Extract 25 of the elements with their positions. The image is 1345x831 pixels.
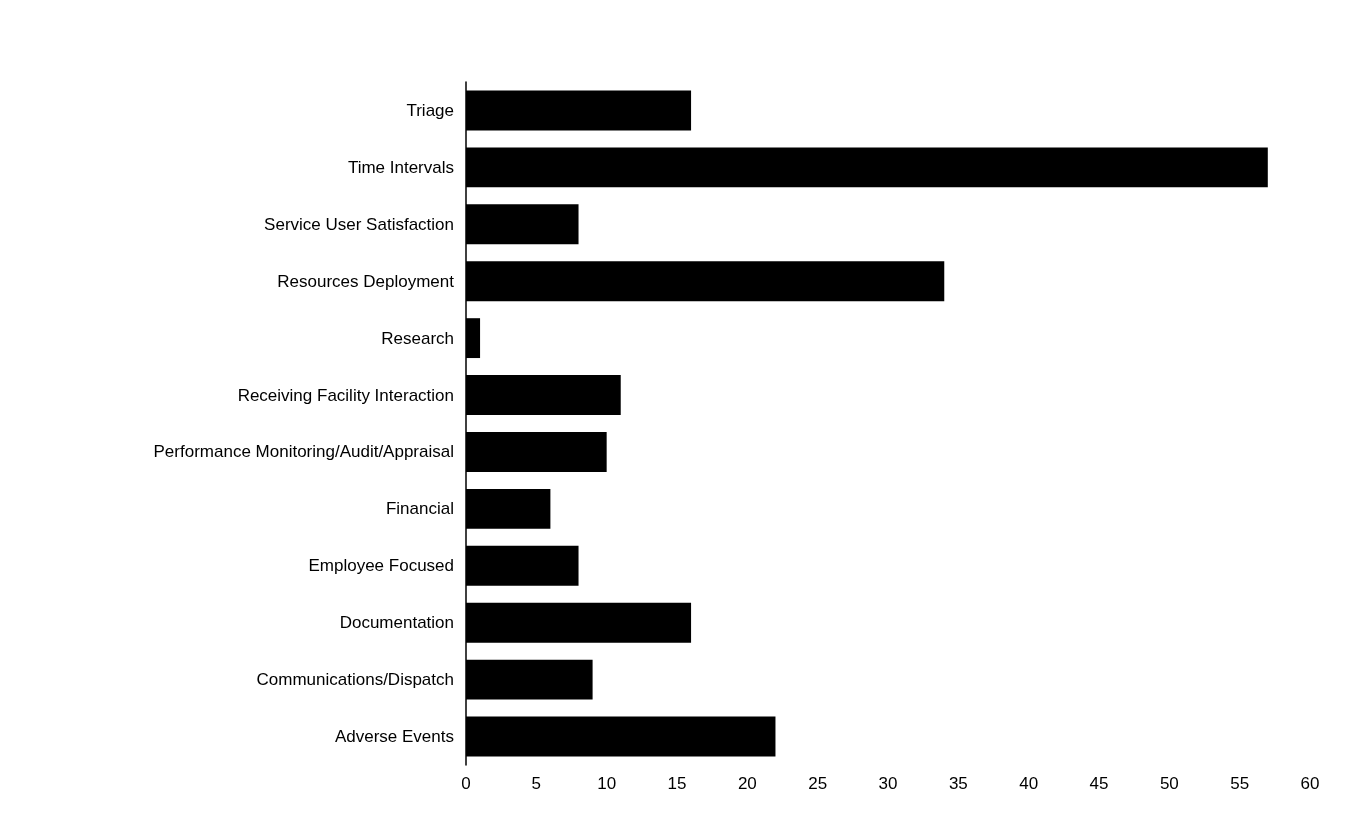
y-tick-label: Communications/Dispatch: [256, 670, 454, 690]
y-tick-label: Receiving Facility Interaction: [237, 385, 454, 405]
x-tick-label: 5: [531, 774, 542, 793]
y-tick-label: Employee Focused: [308, 556, 454, 576]
x-tick-label: 40: [1019, 774, 1039, 793]
y-tick-label: Financial: [385, 499, 454, 519]
y-tick-label: Triage: [406, 100, 454, 120]
x-tick-label: 20: [737, 774, 757, 793]
x-tick-label: 25: [808, 774, 828, 793]
y-tick-label: Research: [381, 328, 454, 348]
y-tick-label: Performance Monitoring/Audit/Appraisal: [153, 442, 454, 462]
x-tick-label: 35: [948, 774, 968, 793]
x-tick-label: 10: [597, 774, 617, 793]
y-tick-label: Documentation: [339, 613, 454, 633]
x-tick-label: 45: [1089, 774, 1109, 793]
x-tick-label: 0: [461, 774, 471, 793]
y-tick-label: Resources Deployment: [277, 271, 455, 291]
x-tick-label: 15: [667, 774, 687, 793]
x-tick-label: 60: [1300, 774, 1320, 793]
x-tick-label: 30: [878, 774, 898, 793]
x-tick-label: 50: [1159, 774, 1179, 793]
y-tick-label: Time Intervals: [347, 157, 454, 177]
x-tick-label: 55: [1230, 774, 1250, 793]
y-tick-label: Service User Satisfaction: [264, 214, 454, 234]
y-tick-label: Adverse Events: [334, 727, 454, 747]
